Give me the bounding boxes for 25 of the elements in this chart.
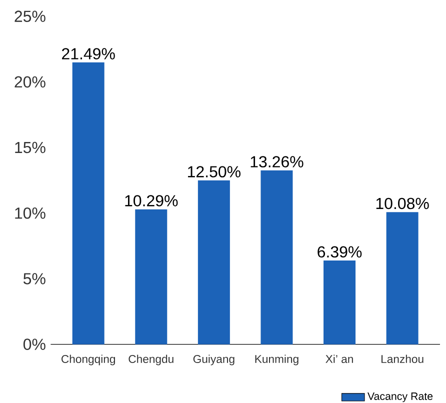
legend-label: Vacancy Rate (367, 392, 433, 402)
data-label: 10.08% (376, 198, 429, 210)
y-tick-label: 20% (14, 76, 46, 88)
y-tick-label: 0% (23, 338, 46, 350)
bar (324, 260, 356, 344)
x-tick-label: Chongqing (62, 354, 116, 366)
y-tick-label: 15% (15, 142, 46, 154)
x-tick-label: Xi’ an (326, 354, 353, 364)
bar (260, 170, 293, 344)
bar (72, 62, 104, 344)
x-tick-label: Chengdu (128, 354, 174, 366)
y-tick-label: 10% (15, 207, 46, 219)
data-label: 12.50% (188, 166, 240, 178)
data-label: 21.49% (62, 48, 115, 60)
bar (135, 209, 168, 344)
y-tick-label: 25% (14, 10, 46, 22)
x-tick-label: Kunming (255, 354, 298, 366)
x-tick-label: Lanzhou (381, 354, 424, 364)
data-label: 13.26% (250, 156, 304, 168)
bar (198, 180, 230, 344)
bar (386, 212, 418, 344)
data-label: 10.29% (125, 195, 178, 206)
x-tick-label: Guiyang (193, 354, 234, 366)
y-tick-label: 5% (23, 273, 46, 284)
data-label: 6.39% (318, 246, 362, 258)
